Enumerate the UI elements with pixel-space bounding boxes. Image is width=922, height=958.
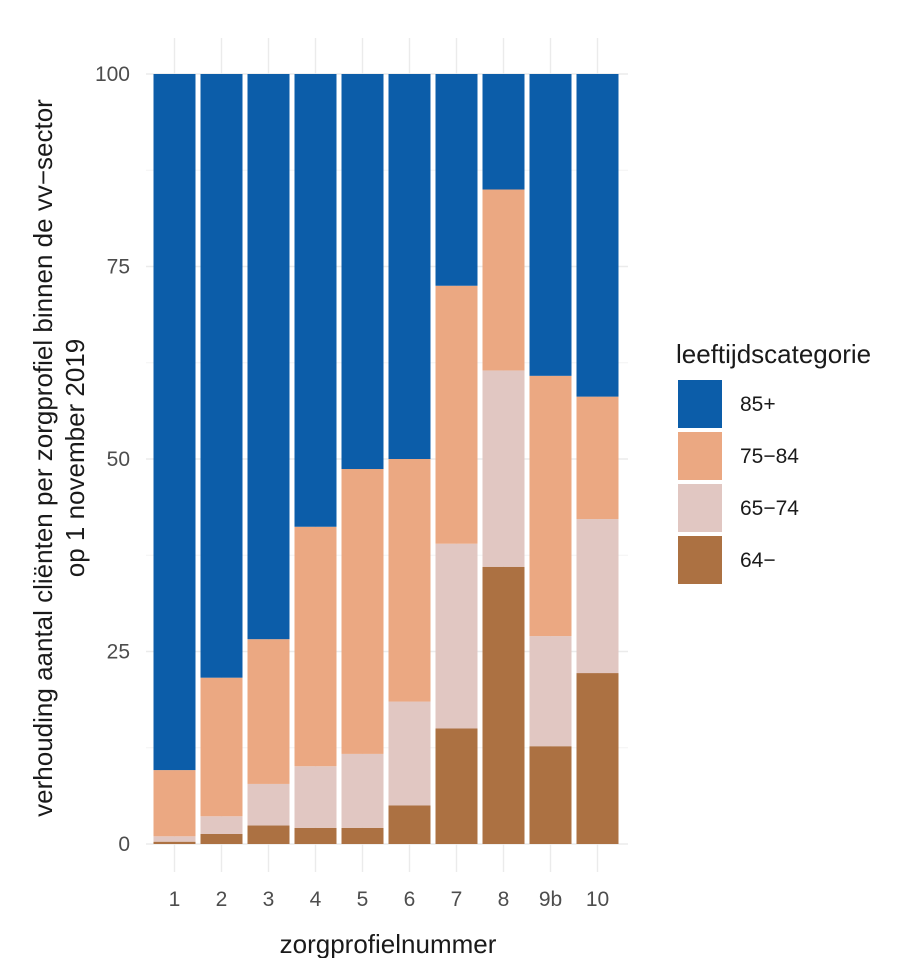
y-axis-title: verhouding aantal cliënten per zorgprofi… — [28, 99, 90, 817]
legend-title: leeftijdscategorie — [676, 339, 871, 369]
x-tick-label: 3 — [263, 888, 275, 911]
bar-segment — [341, 753, 384, 828]
bar-segment — [529, 375, 572, 637]
bar-segment — [200, 677, 243, 817]
bar-segment — [200, 833, 243, 844]
y-tick-label: 25 — [107, 641, 130, 664]
bar-segment — [435, 285, 478, 544]
x-axis-title: zorgprofielnummer — [280, 929, 497, 958]
legend-swatch — [678, 380, 722, 428]
bar-segment — [576, 74, 619, 397]
legend-label: 65−74 — [740, 497, 799, 520]
bar-segment — [388, 74, 431, 459]
bar-segment — [576, 396, 619, 520]
bars — [153, 74, 619, 844]
bar-segment — [294, 766, 337, 828]
legend: leeftijdscategorie 85+ 75−84 65−74 64− — [676, 339, 871, 584]
bar-segment — [341, 469, 384, 754]
bar-segment — [388, 701, 431, 806]
x-tick-label: 1 — [169, 888, 181, 911]
y-tick-label: 75 — [107, 256, 130, 279]
bar-segment — [200, 74, 243, 678]
bar-segment — [388, 805, 431, 844]
y-axis-ticks: 0 25 50 75 100 — [95, 63, 130, 856]
bar-segment — [482, 189, 525, 371]
legend-label: 64− — [740, 549, 776, 572]
x-tick-label: 2 — [216, 888, 228, 911]
bar-segment — [341, 74, 384, 470]
bar-segment — [435, 728, 478, 844]
bar-segment — [482, 370, 525, 567]
y-axis-title-line1: verhouding aantal cliënten per zorgprofi… — [28, 99, 58, 817]
legend-swatch — [678, 432, 722, 480]
bar-segment — [482, 74, 525, 190]
bar-segment — [435, 74, 478, 286]
bar-segment — [153, 836, 196, 842]
bar-segment — [576, 519, 619, 674]
bar-segment — [529, 636, 572, 747]
legend-swatch — [678, 536, 722, 584]
legend-label: 75−84 — [740, 445, 799, 468]
bar-segment — [200, 816, 243, 834]
bar-segment — [435, 543, 478, 729]
bar-segment — [247, 74, 290, 640]
bar-segment — [153, 770, 196, 837]
bar-segment — [388, 459, 431, 702]
bar-segment — [294, 74, 337, 527]
legend-swatch — [678, 484, 722, 532]
bar-segment — [576, 673, 619, 844]
x-tick-label: 8 — [498, 888, 510, 911]
x-axis-ticks: 1 2 3 4 5 6 7 8 9b 10 — [169, 888, 610, 911]
bar-segment — [247, 639, 290, 784]
bar-segment — [529, 74, 572, 376]
bar-segment — [247, 783, 290, 826]
y-tick-label: 0 — [118, 833, 130, 856]
x-tick-label: 9b — [539, 888, 562, 911]
x-tick-label: 7 — [451, 888, 463, 911]
bar-segment — [247, 825, 290, 844]
bar-segment — [294, 526, 337, 767]
bar-segment — [341, 827, 384, 844]
y-tick-label: 100 — [95, 63, 130, 86]
bar-segment — [482, 566, 525, 844]
y-tick-label: 50 — [107, 448, 130, 471]
bar-segment — [153, 841, 196, 844]
y-axis-title-line2: op 1 november 2019 — [60, 339, 90, 578]
bar-segment — [529, 746, 572, 844]
legend-label: 85+ — [740, 393, 776, 416]
x-tick-label: 6 — [404, 888, 416, 911]
x-tick-label: 5 — [357, 888, 369, 911]
bar-segment — [153, 74, 196, 771]
x-tick-label: 4 — [310, 888, 322, 911]
x-tick-label: 10 — [586, 888, 609, 911]
bar-segment — [294, 827, 337, 844]
